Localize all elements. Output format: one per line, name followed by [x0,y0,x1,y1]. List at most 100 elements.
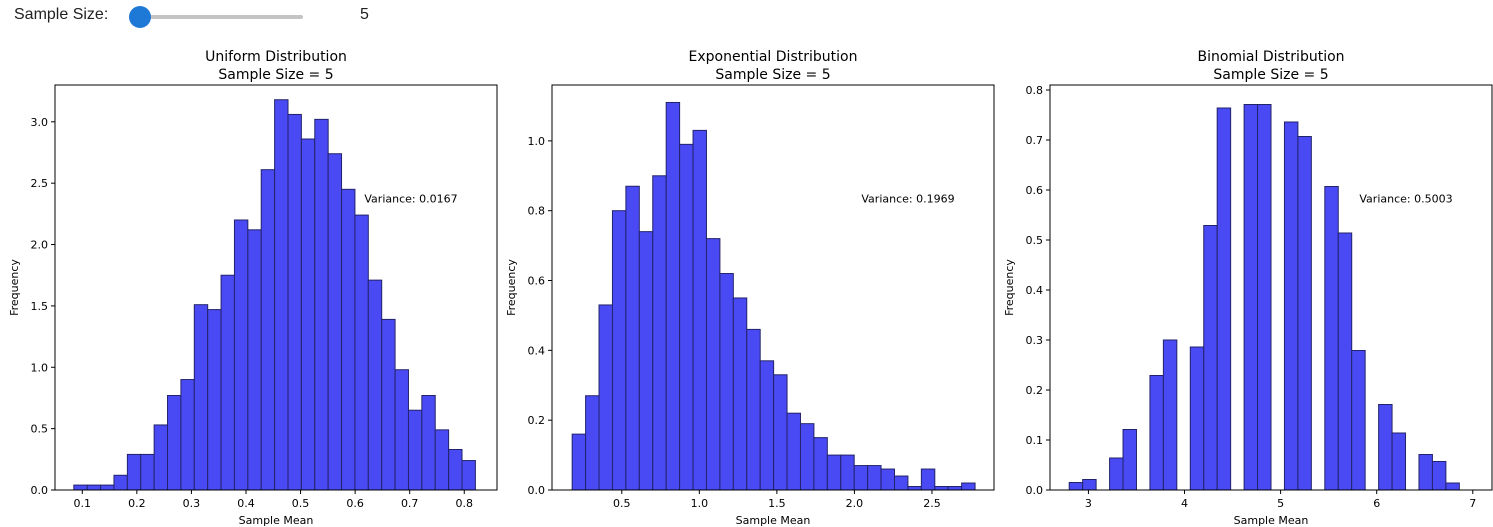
x-tick-label: 0.4 [237,497,255,510]
axes-frame [54,84,498,491]
y-tick-label: 0.2 [1026,384,1044,397]
histogram-bar [394,369,409,491]
x-axis-label: Sample Mean [1234,514,1309,527]
axes-frame [1049,84,1493,491]
histogram-bar [786,412,801,491]
histogram-bar [705,238,721,491]
histogram-bar [759,360,775,491]
x-tick-label: 1.5 [768,497,786,510]
variance-annotation: Variance: 0.1969 [861,192,954,205]
histogram-bar [665,101,681,491]
histogram-bar [421,395,436,491]
histogram-bar [947,486,963,491]
x-tick-label: 0.7 [401,497,419,510]
histogram-bar [407,409,423,491]
y-tick-label: 0.6 [528,275,546,288]
histogram-bar [571,433,587,491]
sample-size-label: Sample Size: [14,6,109,23]
histogram-bar [813,437,828,491]
x-tick-label: 7 [1469,497,1476,510]
histogram-bar [220,274,235,491]
histogram-bar [1122,429,1137,491]
histogram-bar [746,328,761,491]
histogram-bar [907,486,922,491]
histogram-bar [73,484,88,491]
histogram-bar [167,395,182,491]
histogram-bar [233,219,249,491]
histogram-bars [73,99,476,491]
x-tick-label: 4 [1181,497,1188,510]
histogram-bar [247,229,262,491]
variance-annotation: Variance: 0.5003 [1359,192,1452,205]
y-tick-label: 0.5 [31,423,49,436]
x-axis-label: Sample Mean [736,514,811,527]
histogram-bar [1351,350,1366,491]
histogram-bar [180,379,195,491]
histogram-bar [920,468,936,491]
y-tick-label: 2.0 [31,239,49,252]
histogram-bar [1149,375,1164,491]
y-tick-label: 0.0 [31,484,49,497]
histogram-bar [1283,121,1299,491]
histogram-bar [1216,107,1232,491]
histogram-bar [773,374,788,491]
histogram-bar [461,460,476,491]
histogram-bar [719,273,734,491]
x-tick-label: 5 [1277,497,1284,510]
histogram-bar [638,231,654,491]
histogram-bar [894,475,909,491]
x-tick-label: 0.8 [456,497,474,510]
histogram-bar [193,304,209,491]
y-tick-label: 0.2 [528,414,546,427]
y-tick-label: 0.4 [1026,284,1044,297]
histogram-bar [732,297,748,491]
sample-size-slider-track[interactable] [132,15,303,19]
histogram-bar [354,214,369,491]
histogram-bar [652,175,667,491]
y-axis-label: Frequency [505,259,518,316]
histogram-bar [1337,232,1353,491]
histogram-bar [1162,339,1178,491]
y-axis-label: Frequency [8,259,21,316]
histogram-bar [140,453,155,491]
histogram-bar [327,153,343,491]
chart-title: Binomial Distribution [1197,49,1344,65]
y-tick-label: 0.0 [1026,484,1044,497]
x-tick-label: 2.0 [846,497,864,510]
histogram-bar [126,453,142,491]
y-tick-label: 3.0 [31,116,49,129]
histogram-bar [207,309,222,491]
y-tick-label: 1.0 [528,135,546,148]
histogram-bar [598,304,613,491]
histogram-bar [448,449,463,491]
histogram-bar [274,99,289,491]
variance-annotation: Variance: 0.0167 [364,192,457,205]
histogram-bar [153,424,169,491]
histogram-bar [341,188,356,491]
y-tick-label: 0.7 [1026,134,1044,147]
histogram-bar [1445,482,1460,491]
histogram-bar [1082,479,1097,491]
y-tick-label: 1.0 [31,361,49,374]
x-tick-label: 6 [1373,497,1380,510]
histogram-bar [1324,186,1339,491]
x-tick-label: 0.5 [292,497,310,510]
sample-size-slider-thumb[interactable] [128,6,151,28]
x-tick-label: 0.3 [183,497,201,510]
x-tick-label: 2.5 [923,497,941,510]
histogram-bar [692,129,707,491]
histogram-bar [300,138,316,491]
y-tick-label: 0.6 [1026,184,1044,197]
histogram-bar [381,318,396,491]
histogram-bar [1378,404,1393,491]
histogram-bar [287,113,302,491]
histogram-bar [113,474,128,491]
x-tick-label: 0.5 [613,497,631,510]
histogram-bar [1243,104,1259,491]
chart-title: Uniform Distribution [205,49,347,65]
x-tick-label: 1.0 [691,497,709,510]
y-tick-label: 0.5 [1026,234,1044,247]
histogram-charts: Uniform Distribution Sample Size = 5 0.1 0.… [8,49,1493,527]
histogram-bar [961,482,976,491]
histogram-bar [799,423,815,491]
